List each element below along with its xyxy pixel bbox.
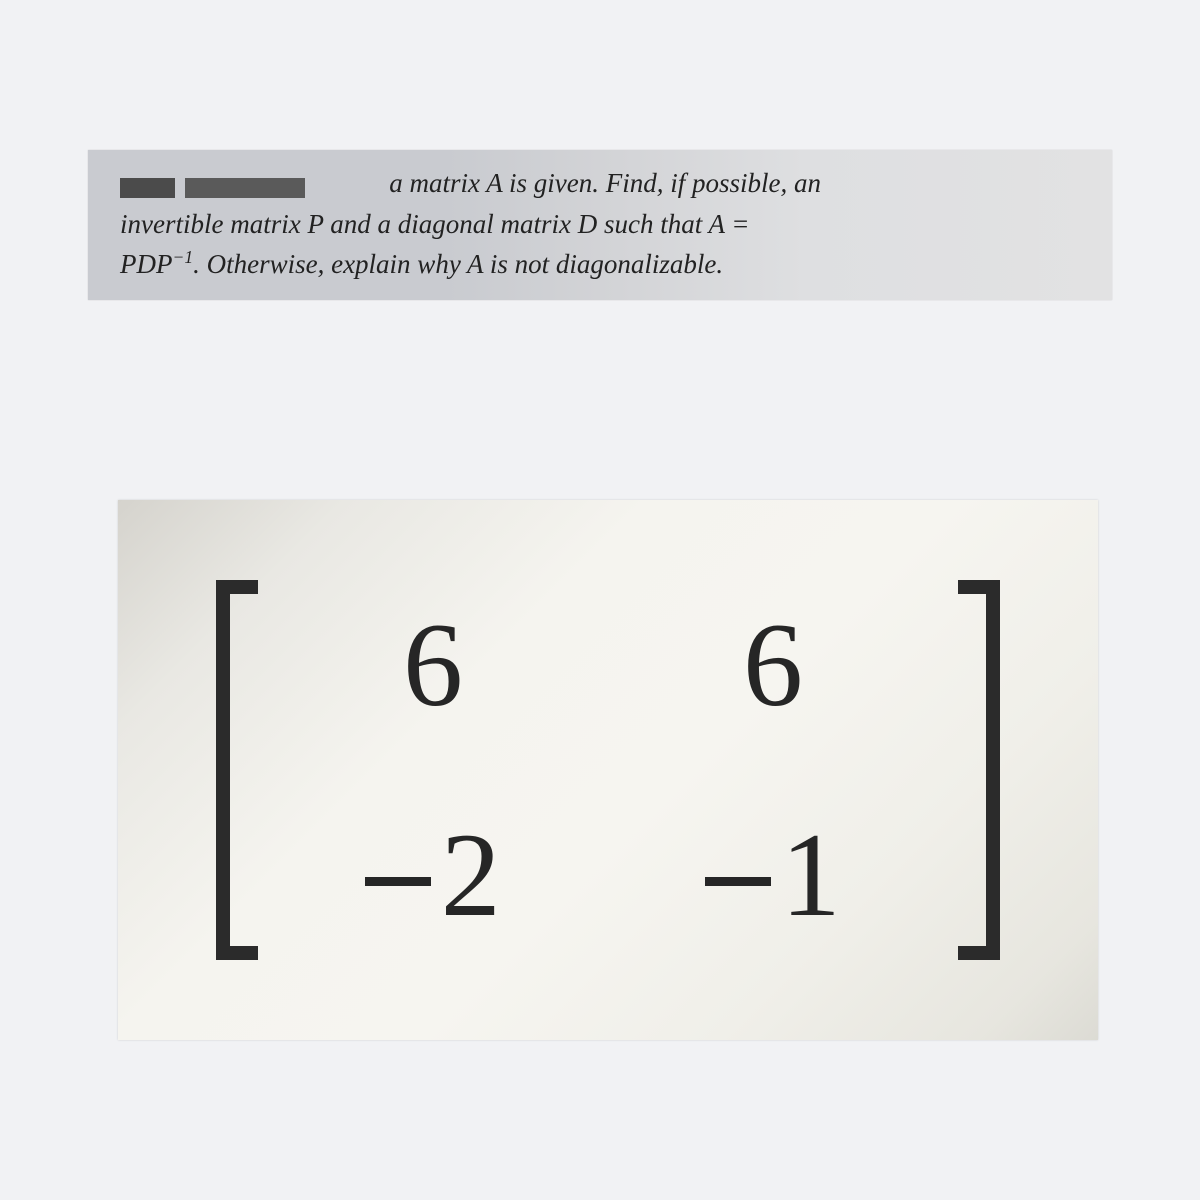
problem-line1: a matrix A is given. Find, if possible, … [389,168,821,198]
problem-line2: invertible matrix P and a diagonal matri… [120,209,749,239]
left-bracket-icon [216,580,258,960]
matrix-a11: 6 [258,596,608,754]
problem-line3-tail: . Otherwise, explain why A is not diagon… [193,249,723,279]
matrix-figure: 6 6 2 1 [118,500,1098,1040]
matrix-entries: 6 6 2 1 [258,580,958,960]
problem-line3-pdp: PDP [120,249,172,279]
problem-statement: a matrix A is given. Find, if possible, … [88,150,1112,300]
right-bracket-icon [958,580,1000,960]
problem-line3-exp: −1 [172,247,193,267]
matrix-a22: 1 [608,786,958,944]
matrix-a21: 2 [258,786,608,944]
redacted-label [120,166,315,205]
page: a matrix A is given. Find, if possible, … [0,0,1200,1200]
matrix-a12: 6 [608,596,958,754]
matrix: 6 6 2 1 [216,580,1000,960]
